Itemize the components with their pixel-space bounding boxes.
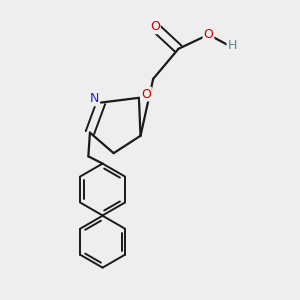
- Text: O: O: [141, 88, 151, 100]
- Text: N: N: [89, 92, 99, 105]
- Text: H: H: [227, 39, 237, 52]
- Text: O: O: [204, 28, 213, 41]
- Text: O: O: [150, 20, 160, 33]
